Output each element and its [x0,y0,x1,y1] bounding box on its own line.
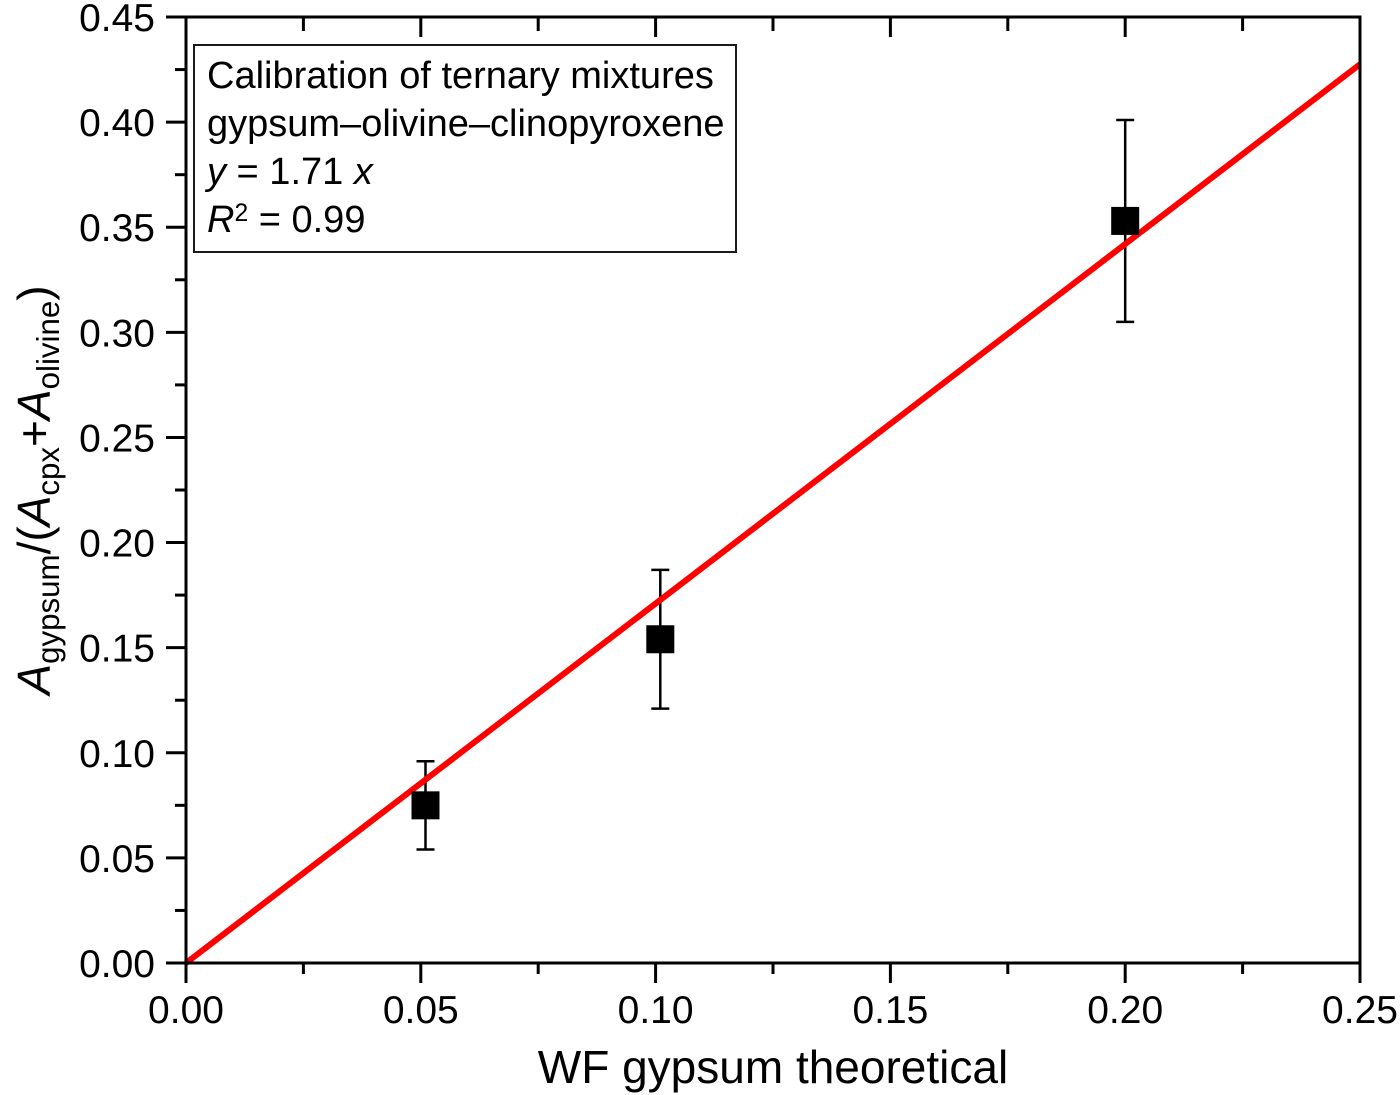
x-tick-label: 0.20 [1087,989,1163,1032]
y-axis-title: Agypsum/(Acpx+Aolivine) [7,285,66,695]
y-tick-label: 0.05 [79,838,155,881]
annotation-line-2: gypsum–olivine–clinopyroxene [207,100,725,148]
y-tick-label: 0.35 [79,207,155,250]
y-tick-label: 0.10 [79,733,155,776]
fit-line [184,61,1362,966]
data-point-marker [646,625,675,654]
text-segment: Calibration of ternary mixtures [207,55,714,97]
x-tick-label: 0.10 [618,989,694,1032]
text-segment: y [207,151,226,193]
text-segment: = 0.99 [248,199,366,241]
text-segment: cpx [30,446,66,496]
annotation-line-rsquared: R2 = 0.99 [207,196,725,249]
text-segment: 2 [234,199,249,227]
y-tick-label: 0.45 [79,0,155,40]
text-segment: ) [8,285,60,301]
text-segment: olivine [30,300,66,390]
text-segment: A [8,663,60,695]
data-point-marker [411,791,440,820]
x-tick-label: 0.05 [383,989,459,1032]
text-segment: R [207,199,235,241]
y-tick-label: 0.20 [79,523,155,566]
text-segment: x [353,151,373,193]
x-tick-label: 0.25 [1322,989,1398,1032]
x-axis-title: WF gypsum theoretical [537,1041,1009,1093]
text-segment: gypsum–olivine–clinopyroxene [207,103,725,145]
text-segment: = 1.71 [226,151,354,193]
y-tick-label: 0.00 [79,943,155,986]
text-segment: A [8,389,60,421]
annotation-line-equation: y = 1.71 x [207,148,725,196]
y-tick-label: 0.40 [79,102,155,145]
text-segment: A [8,495,60,527]
text-segment: + [8,420,60,447]
y-tick-label: 0.30 [79,312,155,355]
text-segment: gypsum [30,554,66,664]
y-tick-label: 0.25 [79,417,155,460]
data-point-marker [1111,206,1140,235]
annotation-line-1: Calibration of ternary mixtures [207,52,725,100]
y-tick-label: 0.15 [79,628,155,671]
x-tick-label: 0.15 [852,989,928,1032]
x-tick-label: 0.00 [148,989,224,1032]
annotation-box: Calibration of ternary mixtures gypsum–o… [193,44,737,253]
text-segment: /( [8,526,60,555]
